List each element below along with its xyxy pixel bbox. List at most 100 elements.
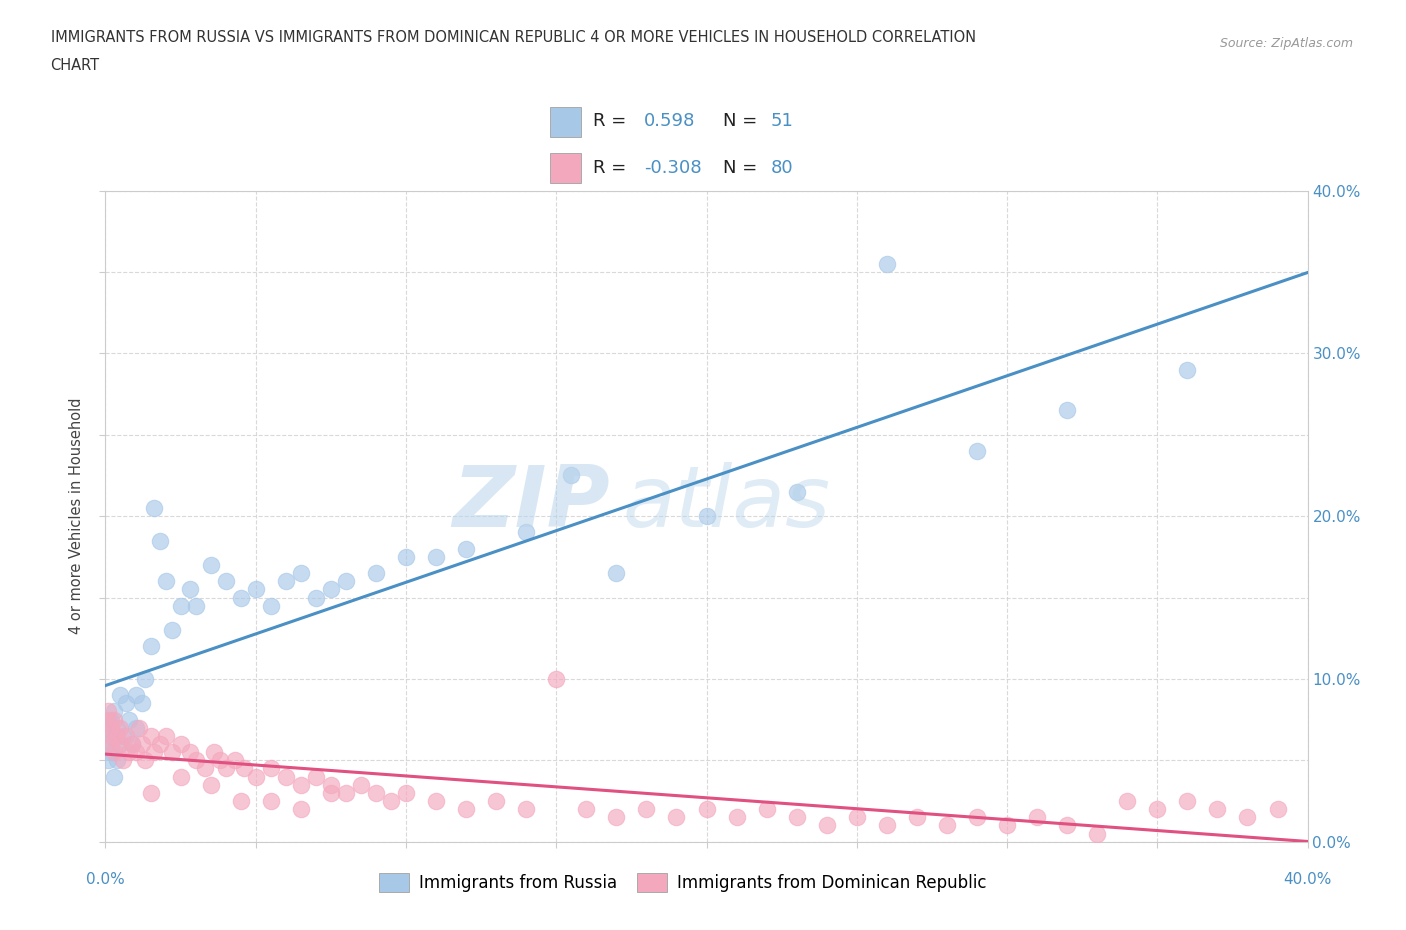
Point	[1056, 403, 1078, 418]
Point	[425, 793, 447, 808]
Text: 0.598: 0.598	[644, 113, 696, 130]
Point	[605, 565, 627, 580]
Point	[755, 802, 778, 817]
Point	[208, 753, 231, 768]
Point	[319, 777, 342, 792]
Point	[103, 769, 125, 784]
Point	[876, 818, 898, 833]
Point	[290, 565, 312, 580]
Point	[148, 737, 170, 751]
Point	[97, 721, 120, 736]
Point	[380, 793, 402, 808]
Point	[260, 761, 283, 776]
FancyBboxPatch shape	[550, 153, 581, 183]
Text: 80: 80	[770, 159, 793, 177]
Point	[786, 485, 808, 499]
Point	[845, 810, 868, 825]
Point	[274, 769, 297, 784]
Point	[696, 509, 718, 524]
Point	[103, 704, 125, 719]
Text: atlas: atlas	[623, 461, 831, 545]
Point	[966, 444, 988, 458]
Point	[184, 598, 207, 613]
Y-axis label: 4 or more Vehicles in Household: 4 or more Vehicles in Household	[69, 398, 84, 634]
Point	[103, 745, 125, 760]
Point	[395, 550, 418, 565]
Point	[155, 728, 177, 743]
Point	[142, 500, 165, 515]
Point	[134, 671, 156, 686]
Point	[305, 591, 328, 605]
Point	[665, 810, 688, 825]
Point	[224, 753, 246, 768]
Point	[232, 761, 254, 776]
Point	[1056, 818, 1078, 833]
Point	[245, 769, 267, 784]
Point	[229, 793, 252, 808]
Point	[97, 728, 120, 743]
Point	[546, 671, 568, 686]
Point	[107, 721, 129, 736]
Point	[184, 753, 207, 768]
Point	[128, 721, 150, 736]
Point	[245, 582, 267, 597]
Text: -0.308: -0.308	[644, 159, 702, 177]
Point	[160, 623, 183, 638]
Point	[1085, 826, 1108, 841]
Point	[139, 728, 162, 743]
Point	[1175, 793, 1198, 808]
Point	[121, 737, 143, 751]
Point	[160, 745, 183, 760]
Point	[131, 696, 153, 711]
Point	[636, 802, 658, 817]
Point	[112, 728, 135, 743]
Point	[1175, 363, 1198, 378]
Point	[107, 753, 129, 768]
Point	[905, 810, 928, 825]
Point	[103, 712, 125, 727]
Point	[575, 802, 598, 817]
Point	[100, 721, 122, 736]
Point	[97, 712, 120, 727]
Point	[148, 533, 170, 548]
Point	[725, 810, 748, 825]
Point	[395, 785, 418, 800]
Text: 51: 51	[770, 113, 794, 130]
Point	[202, 745, 225, 760]
Point	[169, 769, 191, 784]
Point	[815, 818, 838, 833]
Point	[515, 802, 537, 817]
Point	[1026, 810, 1049, 825]
Point	[1236, 810, 1258, 825]
Point	[200, 777, 222, 792]
Point	[425, 550, 447, 565]
Point	[290, 777, 312, 792]
Point	[110, 721, 132, 736]
Point	[560, 468, 582, 483]
Point	[454, 802, 477, 817]
Point	[100, 737, 122, 751]
Point	[179, 745, 201, 760]
Point	[100, 745, 122, 760]
Text: R =: R =	[593, 159, 631, 177]
Point	[786, 810, 808, 825]
Point	[335, 574, 357, 589]
Point	[124, 745, 146, 760]
Point	[118, 745, 141, 760]
Point	[454, 541, 477, 556]
Point	[305, 769, 328, 784]
Point	[97, 753, 120, 768]
Text: N =: N =	[723, 159, 762, 177]
Point	[124, 721, 146, 736]
Point	[134, 753, 156, 768]
Point	[936, 818, 959, 833]
Point	[876, 257, 898, 272]
Point	[124, 688, 146, 703]
Point	[364, 565, 387, 580]
Point	[100, 728, 122, 743]
Text: N =: N =	[723, 113, 762, 130]
Point	[169, 737, 191, 751]
Point	[229, 591, 252, 605]
Point	[335, 785, 357, 800]
Point	[142, 745, 165, 760]
